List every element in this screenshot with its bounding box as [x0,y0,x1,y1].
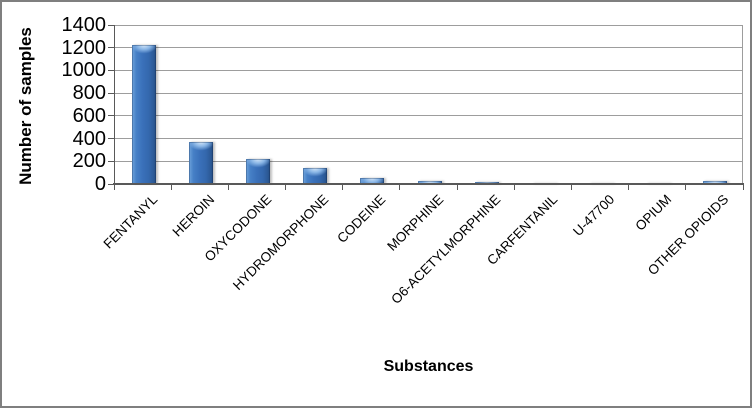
gridline-1400 [115,24,742,26]
y-tick-mark-600 [108,115,114,117]
x-tick-mark-5 [399,185,401,190]
x-tick-mark-3 [285,185,287,190]
x-tick-mark-8 [570,185,572,190]
x-tick-mark-7 [513,185,515,190]
y-tick-label-1000: 1000 [61,59,107,82]
gridline-1200 [115,47,742,49]
y-tick-mark-200 [108,160,114,162]
x-axis-title: Substances [383,358,474,375]
x-axis-line [113,183,744,185]
y-tick-mark-1000 [108,69,114,71]
gridline-800 [115,92,742,94]
x-tick-mark-10 [685,185,687,190]
gridline-200 [115,160,742,162]
y-tick-mark-800 [108,92,114,94]
x-tick-mark-4 [342,185,344,190]
y-tick-label-0: 0 [94,173,106,195]
y-tick-mark-0 [108,183,114,185]
bar-fentanyl [131,45,156,184]
bar-oxycodone [245,159,270,184]
y-tick-mark-1400 [108,24,114,26]
bar-codeine [360,178,385,184]
x-tick-mark-6 [456,185,458,190]
bar-other-opioids [703,180,728,184]
y-tick-label-200: 200 [72,150,106,173]
bar-heroin [188,141,213,184]
plot-area [114,24,743,184]
x-tick-mark-0 [113,185,115,190]
gridline-600 [115,115,742,117]
y-tick-label-1200: 1200 [61,36,107,59]
gridline-400 [115,138,742,140]
bar-morphine [417,181,442,184]
bar-hydromorphone [303,168,328,184]
y-tick-mark-400 [108,138,114,140]
y-tick-label-1400: 1400 [61,14,107,36]
y-axis-title: Number of samples [16,27,35,185]
y-tick-label-600: 600 [72,104,106,127]
y-tick-label-400: 400 [72,127,106,150]
x-tick-mark-11 [742,185,744,190]
x-tick-mark-1 [170,185,172,190]
x-tick-mark-2 [227,185,229,190]
y-tick-label-800: 800 [72,82,106,105]
x-tick-mark-9 [628,185,630,190]
gridline-1000 [115,69,742,71]
y-tick-mark-1200 [108,47,114,49]
